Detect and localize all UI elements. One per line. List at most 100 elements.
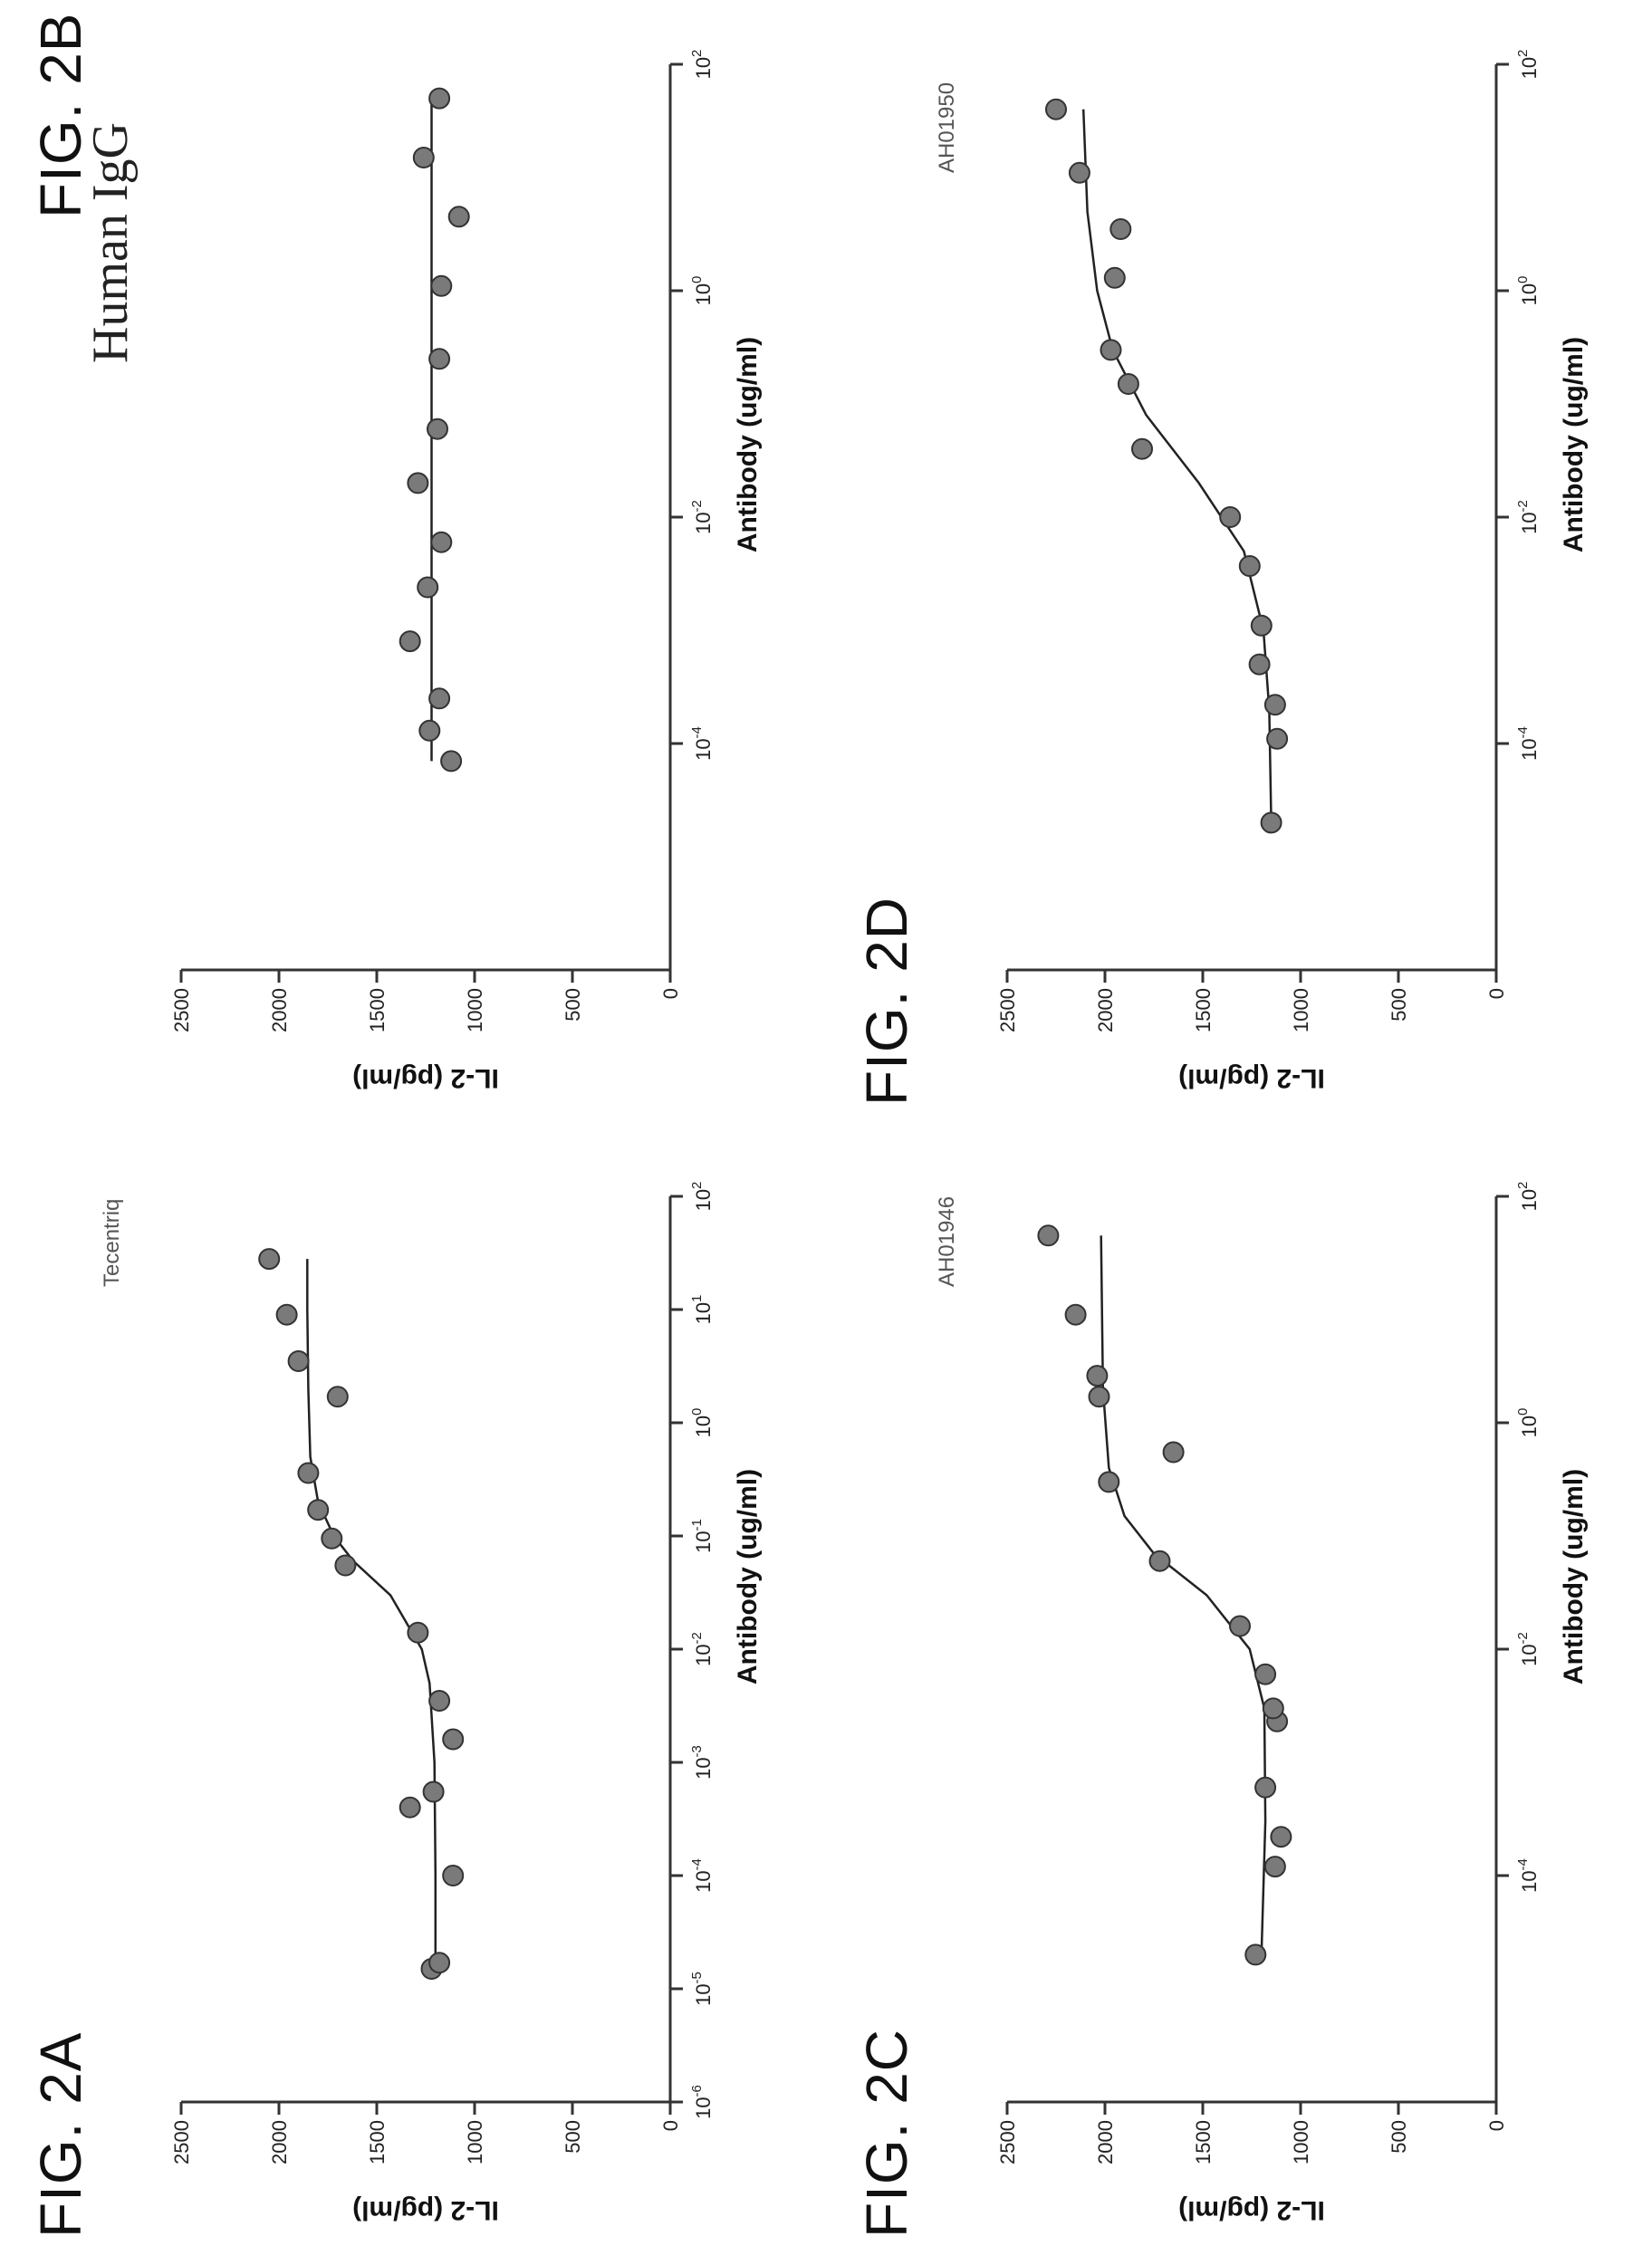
data-point [1266, 727, 1289, 750]
x-tick-label: 100 [1515, 276, 1541, 306]
data-point [417, 576, 439, 599]
data-point [1248, 653, 1271, 676]
data-point [1045, 98, 1067, 120]
data-point [1238, 555, 1261, 577]
x-tick-label: 10-1 [689, 1519, 715, 1553]
fit-curve [1081, 109, 1273, 823]
y-axis-title: IL-2 (pg/ml) [1178, 2195, 1325, 2225]
x-axis-title: Antibody (ug/ml) [1559, 337, 1589, 552]
data-point [1254, 1776, 1277, 1799]
data-point [430, 274, 453, 297]
data-point [442, 1865, 465, 1886]
data-point [1037, 1224, 1060, 1247]
data-point [407, 1621, 429, 1644]
x-tick-label: 10-2 [1515, 1632, 1541, 1666]
y-tick-label: 1500 [1192, 988, 1215, 1032]
data-point [258, 1248, 281, 1271]
fit-curve [1100, 1235, 1267, 1955]
data-point [407, 472, 429, 494]
fit-curve [306, 1259, 437, 1969]
chart-2d: 0 500 1000 1500 2000 2500 10-4 10-2 100 102 Antibo… [996, 50, 1589, 1093]
figure-panel-2b: FIG. 2B Human IgG 0 500 1000 1500 2000 2500 10… [0, 1, 826, 1133]
y-tick-label: 2500 [170, 2120, 193, 2164]
x-axis-title: Antibody (ug/ml) [1559, 1469, 1589, 1684]
y-tick-label: 2000 [1094, 2120, 1117, 2164]
data-point [1103, 266, 1126, 289]
y-tick-label: 2500 [996, 988, 1019, 1032]
y-tick-label: 0 [659, 988, 682, 999]
y-tick-label: 500 [1388, 988, 1410, 1022]
y-tick-label: 2000 [1094, 988, 1117, 1032]
data-point [1254, 1663, 1277, 1685]
figure-panel-2c: FIG. 2C AH01946 0 500 1000 1500 2000 2500 10-4… [826, 1133, 1652, 2265]
data-point [447, 206, 470, 228]
x-axis-title: Antibody (ug/ml) [733, 1469, 763, 1684]
y-tick-label: 1000 [464, 988, 486, 1032]
y-tick-label: 1000 [464, 2120, 486, 2164]
y-tick-label: 500 [1388, 2120, 1410, 2154]
chart-2c: 0 500 1000 1500 2000 2500 10-4 10-2 100 102 Antibo… [996, 1182, 1589, 2225]
x-axis-title: Antibody (ug/ml) [733, 337, 763, 552]
y-tick-label: 500 [562, 2120, 584, 2154]
data-point [1250, 614, 1273, 637]
data-point [326, 1386, 349, 1408]
y-tick-label: 1500 [1192, 2120, 1215, 2164]
y-tick-label: 1000 [1290, 988, 1312, 1032]
y-tick-label: 1500 [366, 988, 389, 1032]
data-point [1260, 811, 1282, 834]
figure-panel-2d: FIG. 2D AH01950 0 500 1000 1500 2000 2500 10-4… [826, 1, 1652, 1133]
y-tick-label: 0 [1485, 2120, 1508, 2131]
x-tick-label: 10-4 [1515, 726, 1541, 761]
data-point [1117, 373, 1139, 395]
y-axis-title: IL-2 (pg/ml) [1178, 1063, 1325, 1093]
data-point [1263, 1856, 1286, 1878]
x-tick-label: 100 [1515, 1408, 1541, 1438]
x-tick-label: 102 [1515, 1182, 1541, 1212]
x-tick-label: 10-3 [689, 1745, 715, 1780]
data-point [418, 719, 441, 742]
data-point [1109, 218, 1132, 240]
y-axis-title: IL-2 (pg/ml) [352, 2195, 499, 2225]
y-tick-label: 500 [562, 988, 584, 1022]
data-point [428, 87, 451, 110]
y-tick-label: 2500 [996, 2120, 1019, 2164]
data-point [1219, 506, 1242, 528]
data-point [1100, 339, 1122, 361]
data-point [1270, 1826, 1292, 1848]
x-tick-label: 100 [689, 276, 715, 306]
data-point [428, 687, 451, 710]
data-point [1098, 1471, 1120, 1493]
figure-panel-2a: FIG. 2A Tecentriq 0 500 1000 1500 2000 2500 10… [0, 1133, 826, 2265]
data-point [427, 417, 448, 440]
x-tick-label: 10-4 [689, 726, 715, 761]
data-point [1244, 1943, 1267, 1966]
x-tick-label: 10-4 [1515, 1858, 1541, 1893]
x-tick-label: 100 [689, 1408, 715, 1438]
data-point [334, 1554, 357, 1577]
y-tick-label: 1500 [366, 2120, 389, 2164]
x-tick-label: 102 [689, 50, 715, 80]
data-point [275, 1303, 298, 1326]
data-point [297, 1462, 320, 1484]
data-point [1262, 1697, 1284, 1720]
data-point [1263, 694, 1286, 716]
data-point [321, 1527, 343, 1550]
data-point [399, 630, 421, 653]
x-tick-label: 10-5 [689, 1972, 715, 2006]
chart-2a: 0 500 1000 1500 2000 2500 10-6 10-5 10-4 10-3 10-2… [170, 1182, 763, 2225]
y-tick-label: 1000 [1290, 2120, 1312, 2164]
data-point [412, 147, 435, 168]
data-point [422, 1780, 445, 1803]
data-point [1064, 1303, 1087, 1326]
y-tick-label: 2500 [170, 988, 193, 1032]
x-tick-label: 10-6 [689, 2085, 715, 2119]
data-point [440, 750, 463, 773]
x-tick-label: 10-2 [689, 500, 715, 534]
data-point [430, 531, 453, 553]
data-point [428, 1690, 451, 1712]
x-tick-label: 10-4 [689, 1858, 715, 1893]
data-point [1162, 1441, 1185, 1464]
data-point [1068, 161, 1090, 184]
